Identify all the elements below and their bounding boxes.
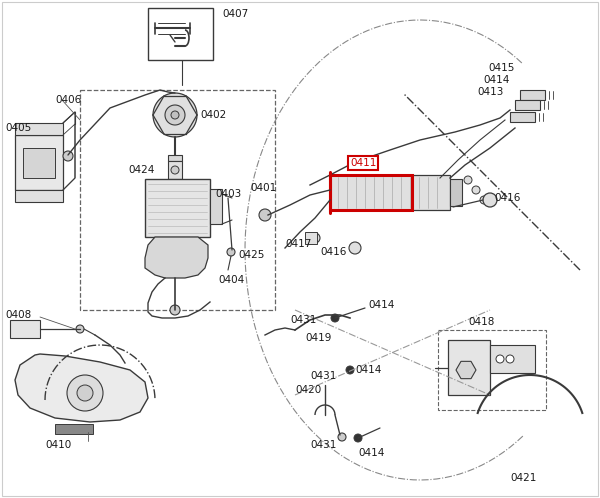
Circle shape [165,105,185,125]
Circle shape [77,385,93,401]
Circle shape [171,166,179,174]
Bar [490,345,535,373]
Text: 0402: 0402 [200,110,226,120]
Text: 0414: 0414 [483,75,509,85]
Bar [520,90,545,100]
Circle shape [76,325,84,333]
Circle shape [338,433,346,441]
Text: 0431: 0431 [290,315,316,325]
Bar [330,175,412,210]
Bar [15,190,63,202]
Bar [450,179,462,206]
Bar [23,148,55,178]
Text: 0414: 0414 [368,300,394,310]
Circle shape [227,248,235,256]
Bar [10,320,40,338]
Text: 0431: 0431 [310,371,337,381]
Text: 0425: 0425 [238,250,265,260]
Bar [15,123,63,135]
Text: 0420: 0420 [295,385,321,395]
Text: 0414: 0414 [358,448,385,458]
Circle shape [171,111,179,119]
Polygon shape [15,354,148,422]
Circle shape [496,355,504,363]
Bar [448,340,490,395]
Text: 0404: 0404 [218,275,244,285]
Text: 0410: 0410 [45,440,71,450]
Bar [168,161,182,179]
Text: 0405: 0405 [5,123,31,133]
Circle shape [259,209,271,221]
Text: 0421: 0421 [510,473,536,483]
Text: 0413: 0413 [477,87,503,97]
Circle shape [310,233,320,243]
Circle shape [506,355,514,363]
Text: 0416: 0416 [494,193,520,203]
Text: 0406: 0406 [55,95,81,105]
Text: 0418: 0418 [468,317,494,327]
Text: 0415: 0415 [488,63,514,73]
Text: 0407: 0407 [222,9,248,19]
Circle shape [346,366,354,374]
Text: 0419: 0419 [305,333,331,343]
Text: 0408: 0408 [5,310,31,320]
Bar [305,232,317,244]
Bar [515,100,540,110]
Circle shape [354,434,362,442]
Bar [510,112,535,122]
Circle shape [349,242,361,254]
Circle shape [170,305,180,315]
Text: 0401: 0401 [250,183,276,193]
Circle shape [67,375,103,411]
Bar [145,179,210,237]
Circle shape [472,186,480,194]
Circle shape [483,193,497,207]
Text: 0417: 0417 [285,239,311,249]
Circle shape [480,196,488,204]
Text: 0416: 0416 [320,247,346,257]
Text: 0403: 0403 [215,189,241,199]
Bar [15,135,63,190]
Bar [55,424,93,434]
Polygon shape [456,362,476,378]
Polygon shape [145,237,208,278]
Bar [80,90,275,310]
Bar [168,155,182,161]
Text: 0431: 0431 [310,440,337,450]
Polygon shape [153,93,197,137]
Circle shape [331,314,339,322]
Bar [210,189,222,224]
Bar [148,8,213,60]
Bar [438,330,546,410]
Text: 0414: 0414 [355,365,382,375]
Bar [330,175,450,210]
Text: 0424: 0424 [128,165,154,175]
Circle shape [63,151,73,161]
Text: 0411: 0411 [350,158,376,168]
Circle shape [464,176,472,184]
